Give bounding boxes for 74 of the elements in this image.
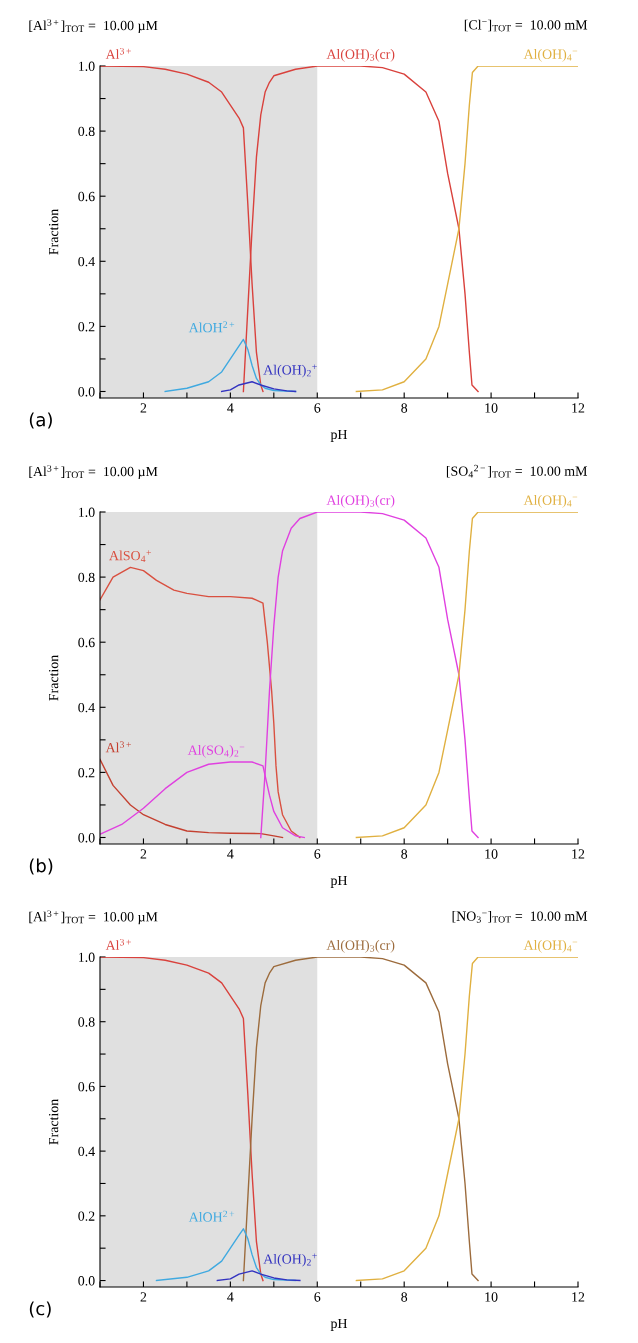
series-label: AlOH$^{2+}$ [188, 1210, 235, 1222]
x-tick-label: 10 [485, 403, 498, 413]
x-axis-title: pH [330, 1318, 348, 1331]
y-axis-title: Fraction [48, 1099, 59, 1145]
text: [Al$^{3+}$]$_{TOT}$ = 10.00 µM [29, 19, 158, 34]
x-tick-label: 4 [227, 849, 234, 859]
x-tick-label: 4 [227, 403, 234, 413]
text: [SO$_{4}$$^{2−}$]$_{TOT}$ = 10.00 mM [446, 464, 588, 478]
x-tick-label: 2 [140, 403, 147, 413]
series-label: Al(OH)$_{2}$$^{+}$ [263, 1253, 317, 1267]
text: [Cl$^{−}$]$_{TOT}$ = 10.00 mM [464, 19, 588, 32]
y-tick-label: 1.0 [79, 507, 95, 518]
text: [Al$^{3+}$]$_{TOT}$ = 10.00 µM [29, 910, 158, 925]
series-label: Al(OH)$_{4}$$^{−}$ [523, 495, 578, 508]
y-tick-label: 0.6 [78, 191, 95, 202]
text: (a) [29, 412, 52, 429]
x-tick-label: 6 [314, 403, 321, 413]
y-tick-label: 0.4 [78, 1146, 95, 1157]
line-series [220, 381, 297, 393]
x-tick-label: 8 [401, 849, 408, 859]
series-label: Al(OH)$_{4}$$^{−}$ [523, 940, 578, 953]
x-tick-label: 10 [485, 1292, 498, 1302]
series-label: Al$^{3+}$ [105, 47, 131, 59]
y-tick-label: 0.8 [78, 126, 95, 137]
x-tick-label: 8 [401, 1292, 408, 1302]
line-series [355, 66, 578, 393]
x-tick-label: 12 [572, 849, 585, 859]
line-series [355, 512, 578, 839]
y-tick-label: 0.0 [78, 1276, 95, 1286]
series-label: Al(OH)$_{3}$(cr) [326, 49, 395, 62]
line-series [100, 566, 301, 839]
y-tick-label: 0.2 [78, 1211, 95, 1221]
x-tick-label: 8 [401, 403, 408, 413]
y-tick-label: 0.8 [78, 572, 95, 583]
x-tick-label: 12 [572, 403, 585, 413]
y-tick-label: 0.4 [78, 702, 95, 713]
series-label: Al(SO$_{4}$)$_{2}$$^{−}$ [187, 745, 245, 758]
y-tick-label: 0.2 [78, 767, 95, 778]
series-label: Al(OH)$_{3}$(cr) [326, 495, 395, 508]
y-tick-label: 0.6 [78, 1081, 95, 1092]
y-tick-label: 1.0 [79, 61, 95, 72]
text: (c) [29, 1301, 51, 1318]
y-tick-label: 0.0 [78, 833, 95, 843]
x-axis-title: pH [330, 429, 348, 442]
series-label: AlSO$_{4}$$^{+}$ [109, 550, 152, 563]
y-axis-title: Fraction [48, 655, 59, 701]
x-axis-title: pH [330, 875, 348, 888]
x-tick-label: 12 [572, 1292, 585, 1302]
y-tick-label: 1.0 [79, 952, 95, 963]
line-series [242, 957, 479, 1282]
series-label: Al$^{3+}$ [105, 938, 131, 950]
series-label: Al(OH)$_{2}$$^{+}$ [263, 364, 317, 378]
series-label: Al(OH)$_{4}$$^{−}$ [523, 49, 578, 62]
line-series [355, 957, 578, 1282]
x-tick-label: 2 [140, 1292, 147, 1302]
y-tick-label: 0.2 [78, 321, 95, 332]
series-label: Al$^{3+}$ [105, 741, 131, 753]
line-series [216, 1270, 301, 1282]
text: [NO$_{3}$$^{−}$]$_{TOT}$ = 10.00 mM [452, 911, 588, 923]
x-tick-label: 6 [314, 1292, 321, 1302]
x-tick-label: 10 [485, 849, 498, 859]
series-label: Al(OH)$_{3}$(cr) [326, 940, 395, 953]
x-tick-label: 2 [140, 849, 147, 859]
text: (b) [29, 858, 53, 875]
x-tick-label: 6 [314, 849, 321, 859]
y-tick-label: 0.4 [78, 256, 95, 267]
y-tick-label: 0.8 [78, 1017, 95, 1027]
x-tick-label: 4 [227, 1292, 234, 1302]
line-series [100, 957, 264, 1282]
y-axis-title: Fraction [48, 209, 59, 255]
y-tick-label: 0.6 [78, 637, 95, 648]
y-tick-label: 0.0 [78, 387, 95, 397]
series-label: AlOH$^{2+}$ [188, 321, 235, 333]
text: [Al$^{3+}$]$_{TOT}$ = 10.00 µM [29, 465, 158, 480]
